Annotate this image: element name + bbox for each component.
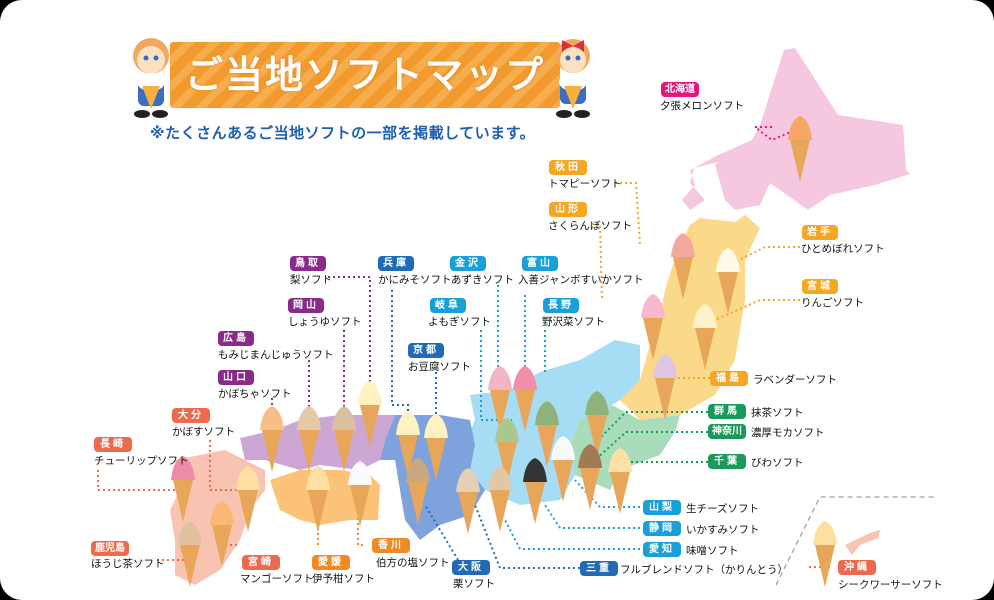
soft-label-chiba: びわソフト <box>751 457 804 469</box>
soft-label-okinawa: シークワーサーソフト <box>838 579 943 591</box>
leader-lines <box>97 126 830 569</box>
pref-tag-tottori: 鳥取 <box>290 256 326 271</box>
pref-tag-okayama: 岡山 <box>288 298 324 313</box>
pref-tag-hiroshima: 広島 <box>218 331 254 346</box>
pref-tag-kagoshima: 鹿児島 <box>91 541 129 556</box>
pref-tag-toyama: 富山 <box>522 256 558 271</box>
pref-tag-yamagata: 山形 <box>549 202 587 217</box>
soft-label-kanazawa: あずきソフト <box>451 274 514 286</box>
soft-label-kanagawa: 濃厚モカソフト <box>751 427 825 439</box>
pref-tag-fukushima: 福島 <box>710 371 748 386</box>
pref-tag-kanazawa: 金沢 <box>450 256 486 271</box>
soft-label-iwate: ひとめぼれソフト <box>801 243 885 255</box>
pref-tag-miyazaki: 宮崎 <box>242 555 280 570</box>
soft-label-tottori: 梨ソフト <box>290 274 332 286</box>
soft-label-nagano: 野沢菜ソフト <box>542 316 605 328</box>
soft-label-yamagata: さくらんぼソフト <box>548 220 632 232</box>
soft-label-yamanashi: 生チーズソフト <box>686 503 759 515</box>
mascot-boy-icon <box>126 34 176 120</box>
pref-tag-yamaguchi: 山口 <box>218 370 254 385</box>
soft-label-miyazaki: マンゴーソフト <box>240 573 314 585</box>
pref-tag-aichi: 愛知 <box>643 542 681 557</box>
pref-tag-miyagi: 宮城 <box>802 279 838 294</box>
pref-tag-okinawa: 沖縄 <box>838 560 876 575</box>
page-title: ご当地ソフトマップ <box>184 53 545 97</box>
pref-tag-mie: 三重 <box>580 561 618 576</box>
soft-label-mie: フルブレンドソフト（かりんとう） <box>620 564 788 576</box>
pref-tag-ehime: 愛媛 <box>312 555 350 570</box>
pref-tag-nagasaki: 長崎 <box>94 437 132 452</box>
soft-label-kagawa: 伯方の塩ソフト <box>376 557 450 569</box>
soft-label-aichi: 味噌ソフト <box>686 545 739 557</box>
soft-label-hokkaido: 夕張メロンソフト <box>660 100 744 112</box>
soft-label-oita: かぼすソフト <box>172 426 235 438</box>
soft-label-gunma: 抹茶ソフト <box>751 407 804 419</box>
soft-label-hyogo: かにみそソフト <box>378 274 452 286</box>
disclaimer-note: ※たくさんあるご当地ソフトの一部を掲載しています。 <box>150 124 536 142</box>
pref-tag-hyogo: 兵庫 <box>378 256 414 271</box>
pref-tag-kyoto: 京都 <box>408 343 444 358</box>
pref-tag-hokkaido: 北海道 <box>661 82 699 97</box>
soft-label-akita: トマピーソフト <box>548 178 622 190</box>
soft-label-gifu: よもぎソフト <box>428 316 491 328</box>
pref-tag-nagano: 長野 <box>543 298 579 313</box>
soft-serve-cones <box>171 116 837 587</box>
soft-label-osaka: 栗ソフト <box>453 578 495 590</box>
soft-label-kyoto: お豆腐ソフト <box>408 361 471 373</box>
pref-tag-gifu: 岐阜 <box>430 298 466 313</box>
okinawa-shape <box>845 530 880 555</box>
pref-tag-oita: 大分 <box>172 408 210 423</box>
soft-label-hiroshima: もみじまんじゅうソフト <box>218 349 334 361</box>
title-banner: ご当地ソフトマップ <box>170 42 560 108</box>
pref-tag-shizuoka: 静岡 <box>643 521 681 536</box>
soft-label-toyama: 入善ジャンボすいかソフト <box>518 274 644 286</box>
pref-tag-iwate: 岩手 <box>802 225 838 240</box>
okinawa-inset-border <box>775 496 935 586</box>
soft-label-miyagi: りんごソフト <box>801 297 864 309</box>
soft-label-yamaguchi: かぼちゃソフト <box>218 388 292 400</box>
pref-tag-gunma: 群馬 <box>708 404 746 419</box>
soft-label-fukushima: ラベンダーソフト <box>753 374 837 386</box>
soft-label-ehime: 伊予柑ソフト <box>312 573 375 585</box>
pref-tag-akita: 秋田 <box>549 160 587 175</box>
pref-tag-chiba: 千葉 <box>708 454 746 469</box>
pref-tag-kanagawa: 神奈川 <box>708 424 746 439</box>
soft-label-okayama: しょうゆソフト <box>288 316 362 328</box>
soft-label-kagoshima: ほうじ茶ソフト <box>91 558 165 570</box>
soft-label-nagasaki: チューリップソフト <box>94 455 189 467</box>
pref-tag-osaka: 大阪 <box>452 560 490 575</box>
pref-tag-yamanashi: 山梨 <box>643 500 681 515</box>
soft-label-shizuoka: いかすみソフト <box>686 524 760 536</box>
mascot-girl-icon <box>548 34 598 120</box>
pref-tag-kagawa: 香川 <box>372 538 410 553</box>
